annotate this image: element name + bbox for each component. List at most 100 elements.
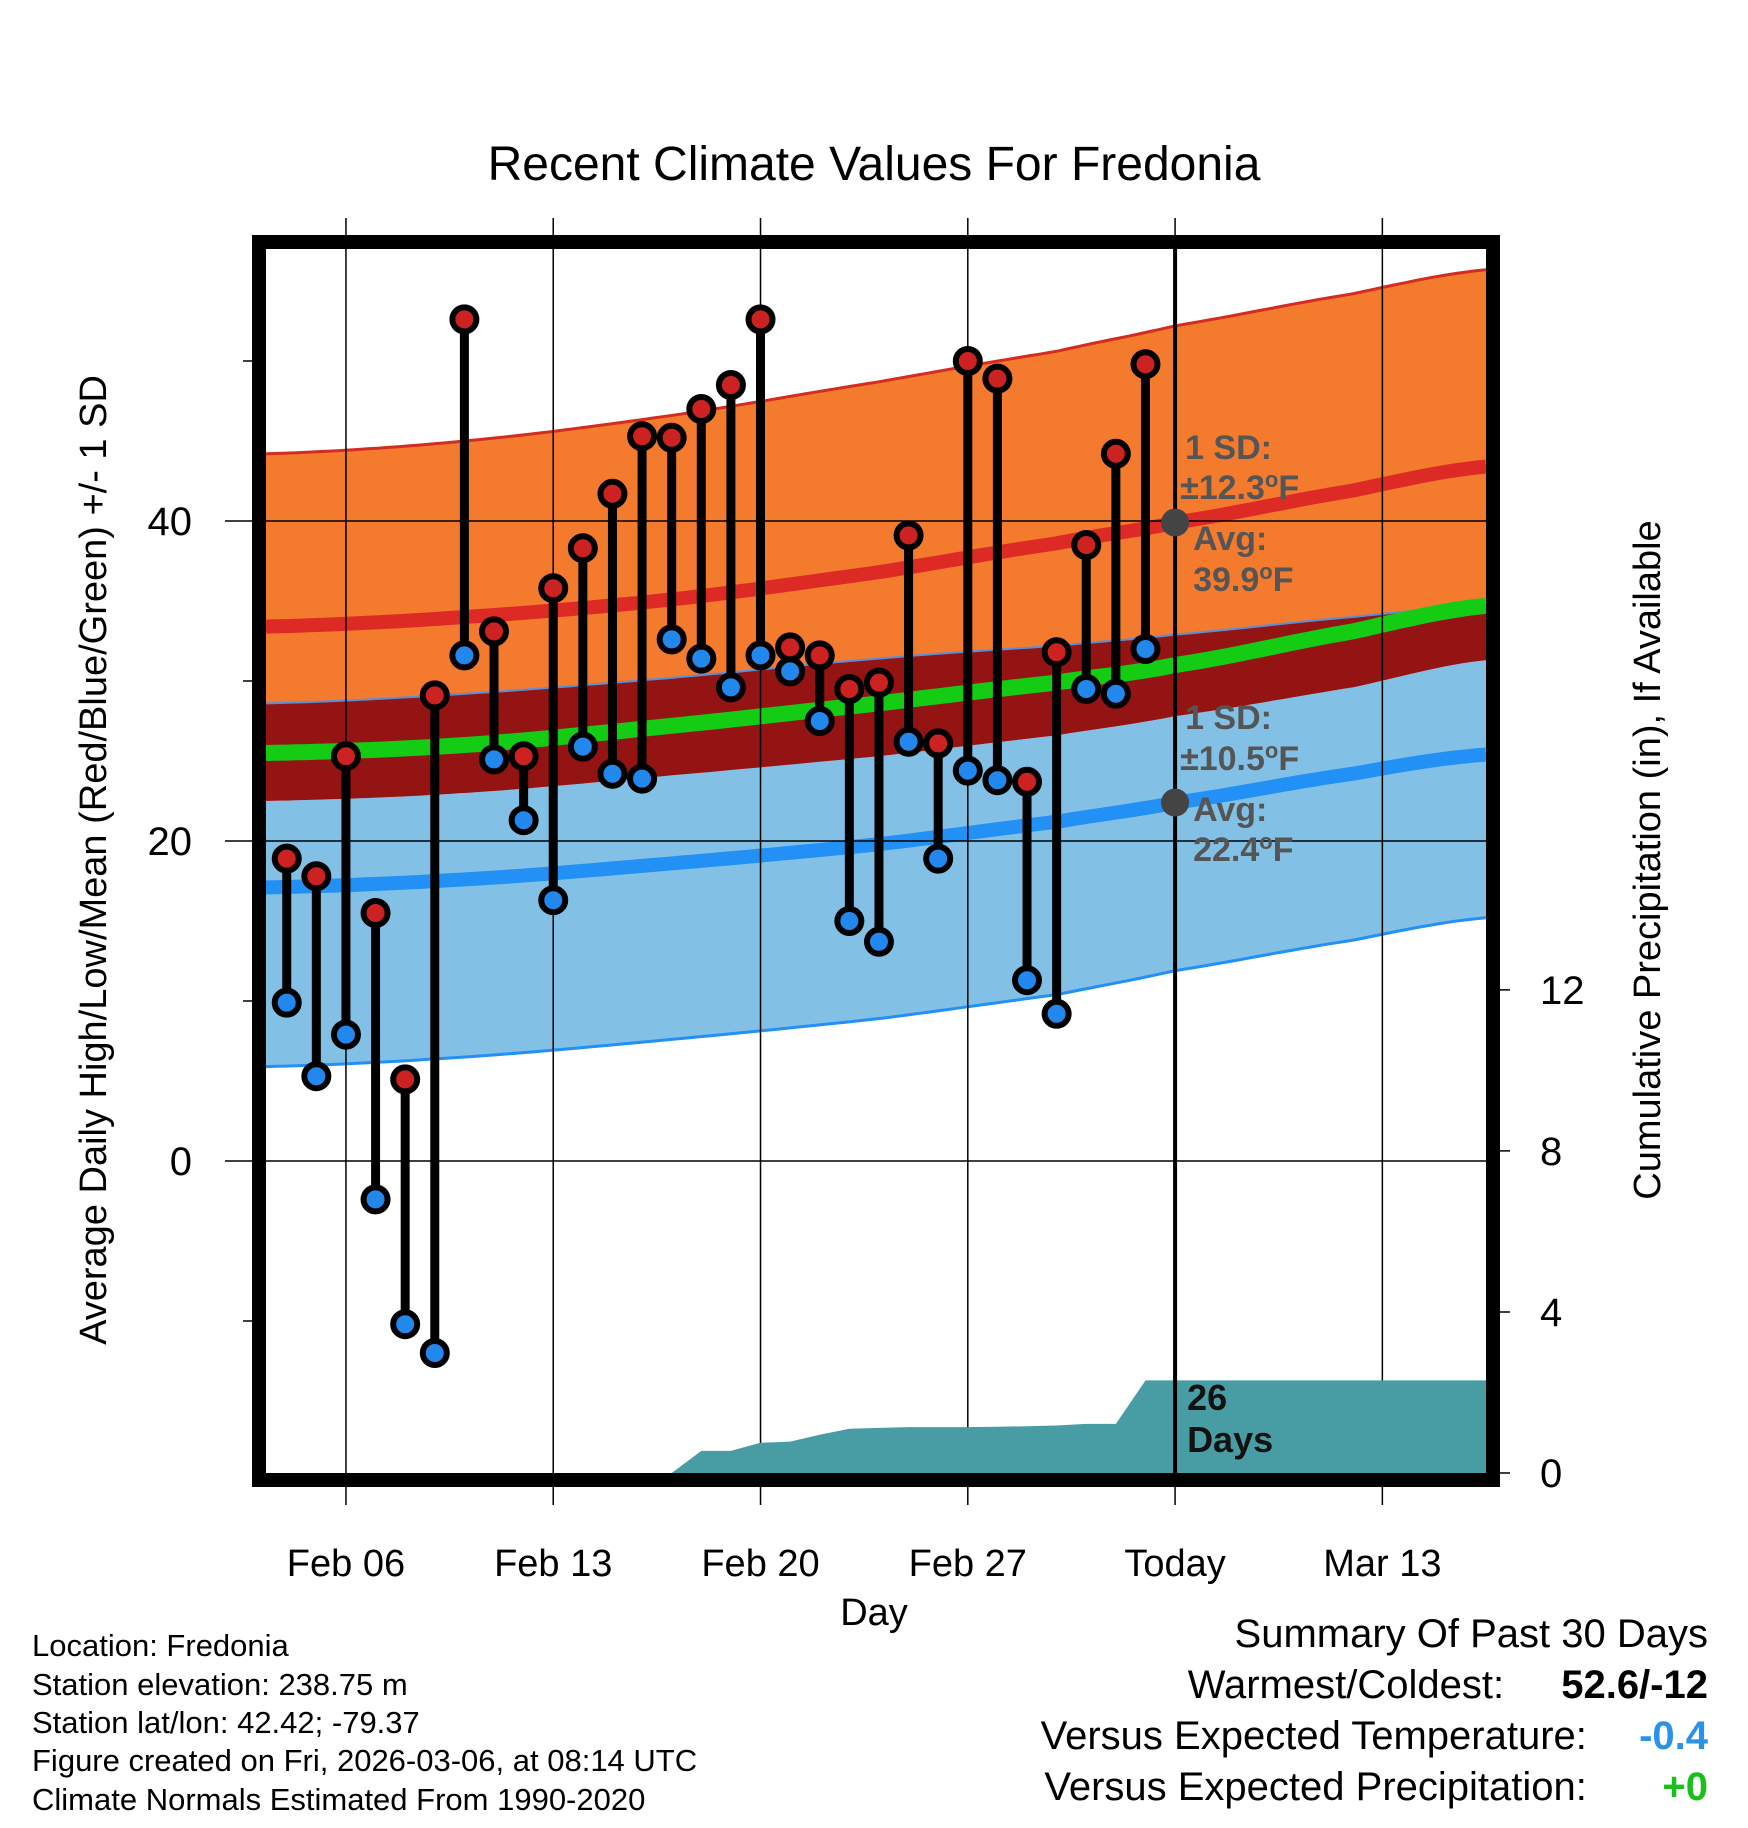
y2-tick-label: 4 xyxy=(1540,1291,1562,1335)
daily-high-point xyxy=(479,616,510,647)
daily-low-point xyxy=(419,1338,450,1368)
info-location: Location: Fredonia xyxy=(32,1628,289,1663)
summary-precip-row: Versus Expected Precipitation: +0 xyxy=(1044,1765,1708,1810)
x-tick-label: Feb 06 xyxy=(287,1543,405,1585)
x-tick-label: Today xyxy=(1124,1543,1225,1585)
summary-precip-label: Versus Expected Precipitation: xyxy=(1044,1765,1587,1809)
high-avg-label: Avg: xyxy=(1193,520,1267,558)
y-tick-label: 40 xyxy=(148,500,193,544)
daily-low-point xyxy=(834,906,865,936)
daily-high-point xyxy=(745,304,776,335)
info-latlon: Station lat/lon: 42.42; -79.37 xyxy=(32,1705,420,1740)
x-tick-label: Feb 20 xyxy=(701,1543,819,1585)
daily-low-point xyxy=(1041,998,1072,1029)
daily-high-point xyxy=(686,394,717,424)
daily-low-point xyxy=(301,1061,332,1092)
x-tick-label: Feb 13 xyxy=(494,1543,612,1585)
daily-high-point xyxy=(419,680,450,711)
daily-low-point xyxy=(360,1184,391,1215)
summary-temp-row: Versus Expected Temperature: -0.4 xyxy=(1041,1714,1708,1759)
x-axis-title: Day xyxy=(840,1592,908,1634)
summary-title-text: Summary Of Past 30 Days xyxy=(1234,1612,1708,1656)
summary-temp-label: Versus Expected Temperature: xyxy=(1040,1714,1587,1758)
high-sd-band xyxy=(266,269,1486,704)
daily-low-point xyxy=(271,987,302,1018)
daily-high-point xyxy=(1012,766,1043,797)
days-label: Days xyxy=(1187,1419,1273,1460)
low-lower-edge xyxy=(266,916,1486,1069)
daily-low-point xyxy=(775,656,806,687)
daily-low-point xyxy=(567,731,598,762)
daily-low-point xyxy=(627,763,658,794)
daily-low-point xyxy=(656,624,687,655)
y2-axis-title: Cumulative Precipitation (in), If Availa… xyxy=(1627,520,1669,1199)
daily-high-point xyxy=(1071,530,1102,560)
daily-high-point xyxy=(804,640,835,671)
daily-high-point xyxy=(656,422,687,453)
precip-area xyxy=(266,1380,1486,1473)
daily-low-point xyxy=(597,758,628,789)
daily-high-point xyxy=(627,421,658,452)
summary-title: Summary Of Past 30 Days xyxy=(1235,1612,1708,1657)
daily-high-point xyxy=(538,573,569,604)
daily-high-point xyxy=(834,674,865,704)
chart-title: Recent Climate Values For Fredonia xyxy=(488,138,1261,191)
daily-low-point xyxy=(982,765,1013,796)
daily-low-point xyxy=(893,726,924,757)
daily-high-point xyxy=(1041,637,1072,668)
y-axis-title: Average Daily High/Low/Mean (Red/Blue/Gr… xyxy=(73,375,115,1345)
high-sd-value: ±12.3oF xyxy=(1180,467,1299,508)
daily-low-point xyxy=(715,672,746,703)
plot-frame xyxy=(252,235,1500,1487)
daily-high-point xyxy=(508,741,539,772)
daily-low-point xyxy=(686,643,717,674)
x-tick-label: Mar 13 xyxy=(1323,1543,1441,1585)
low-avg-value: 22.4oF xyxy=(1193,829,1293,870)
high-avg-value: 39.9oF xyxy=(1193,559,1293,600)
daily-low-point xyxy=(1130,634,1161,664)
summary-warmest-value: 52.6/-12 xyxy=(1561,1663,1708,1707)
daily-low-point xyxy=(1012,965,1043,996)
info-normals: Climate Normals Estimated From 1990-2020 xyxy=(32,1782,646,1817)
daily-high-point xyxy=(449,304,480,335)
x-tick-label: Feb 27 xyxy=(909,1543,1027,1585)
high-upper-edge xyxy=(266,268,1486,456)
daily-high-point xyxy=(893,520,924,551)
summary-temp-value: -0.4 xyxy=(1639,1714,1708,1758)
daily-low-point xyxy=(1071,674,1102,704)
daily-low-point xyxy=(745,640,776,671)
daily-high-point xyxy=(597,478,628,509)
daily-low-point xyxy=(538,885,569,916)
daily-low-point xyxy=(804,706,835,736)
daily-high-point xyxy=(360,898,391,928)
daily-low-point xyxy=(390,1309,421,1340)
y-tick-label: 0 xyxy=(170,1140,192,1184)
daily-low-point xyxy=(923,843,954,874)
daily-high-point xyxy=(775,632,806,663)
daily-high-point xyxy=(715,370,746,400)
daily-high-point xyxy=(330,741,361,772)
summary-warmest-row: Warmest/Coldest: 52.6/-12 xyxy=(1188,1663,1708,1708)
high-lower-edge xyxy=(266,604,1486,705)
daily-high-point xyxy=(952,346,983,376)
daily-high-point xyxy=(567,533,598,564)
low-sd-value: ±10.5oF xyxy=(1180,738,1299,779)
daily-high-point xyxy=(1100,438,1131,469)
daily-low-point xyxy=(952,755,983,786)
daily-high-point xyxy=(923,728,954,759)
summary-warmest-label: Warmest/Coldest: xyxy=(1187,1663,1505,1707)
info-elevation: Station elevation: 238.75 m xyxy=(32,1667,408,1702)
daily-high-point xyxy=(982,363,1013,394)
high-sd-label: 1 SD: xyxy=(1185,429,1272,467)
daily-low-point xyxy=(1100,678,1131,709)
daily-low-point xyxy=(330,1019,361,1050)
daily-high-point xyxy=(1130,349,1161,380)
y2-tick-label: 8 xyxy=(1540,1130,1562,1174)
y-tick-label: 20 xyxy=(148,820,193,864)
summary-precip-value: +0 xyxy=(1662,1765,1708,1809)
info-created: Figure created on Fri, 2026-03-06, at 08… xyxy=(32,1743,698,1778)
y2-tick-label: 0 xyxy=(1540,1452,1562,1496)
high-mean-line xyxy=(266,459,1486,634)
daily-low-point xyxy=(479,744,510,775)
